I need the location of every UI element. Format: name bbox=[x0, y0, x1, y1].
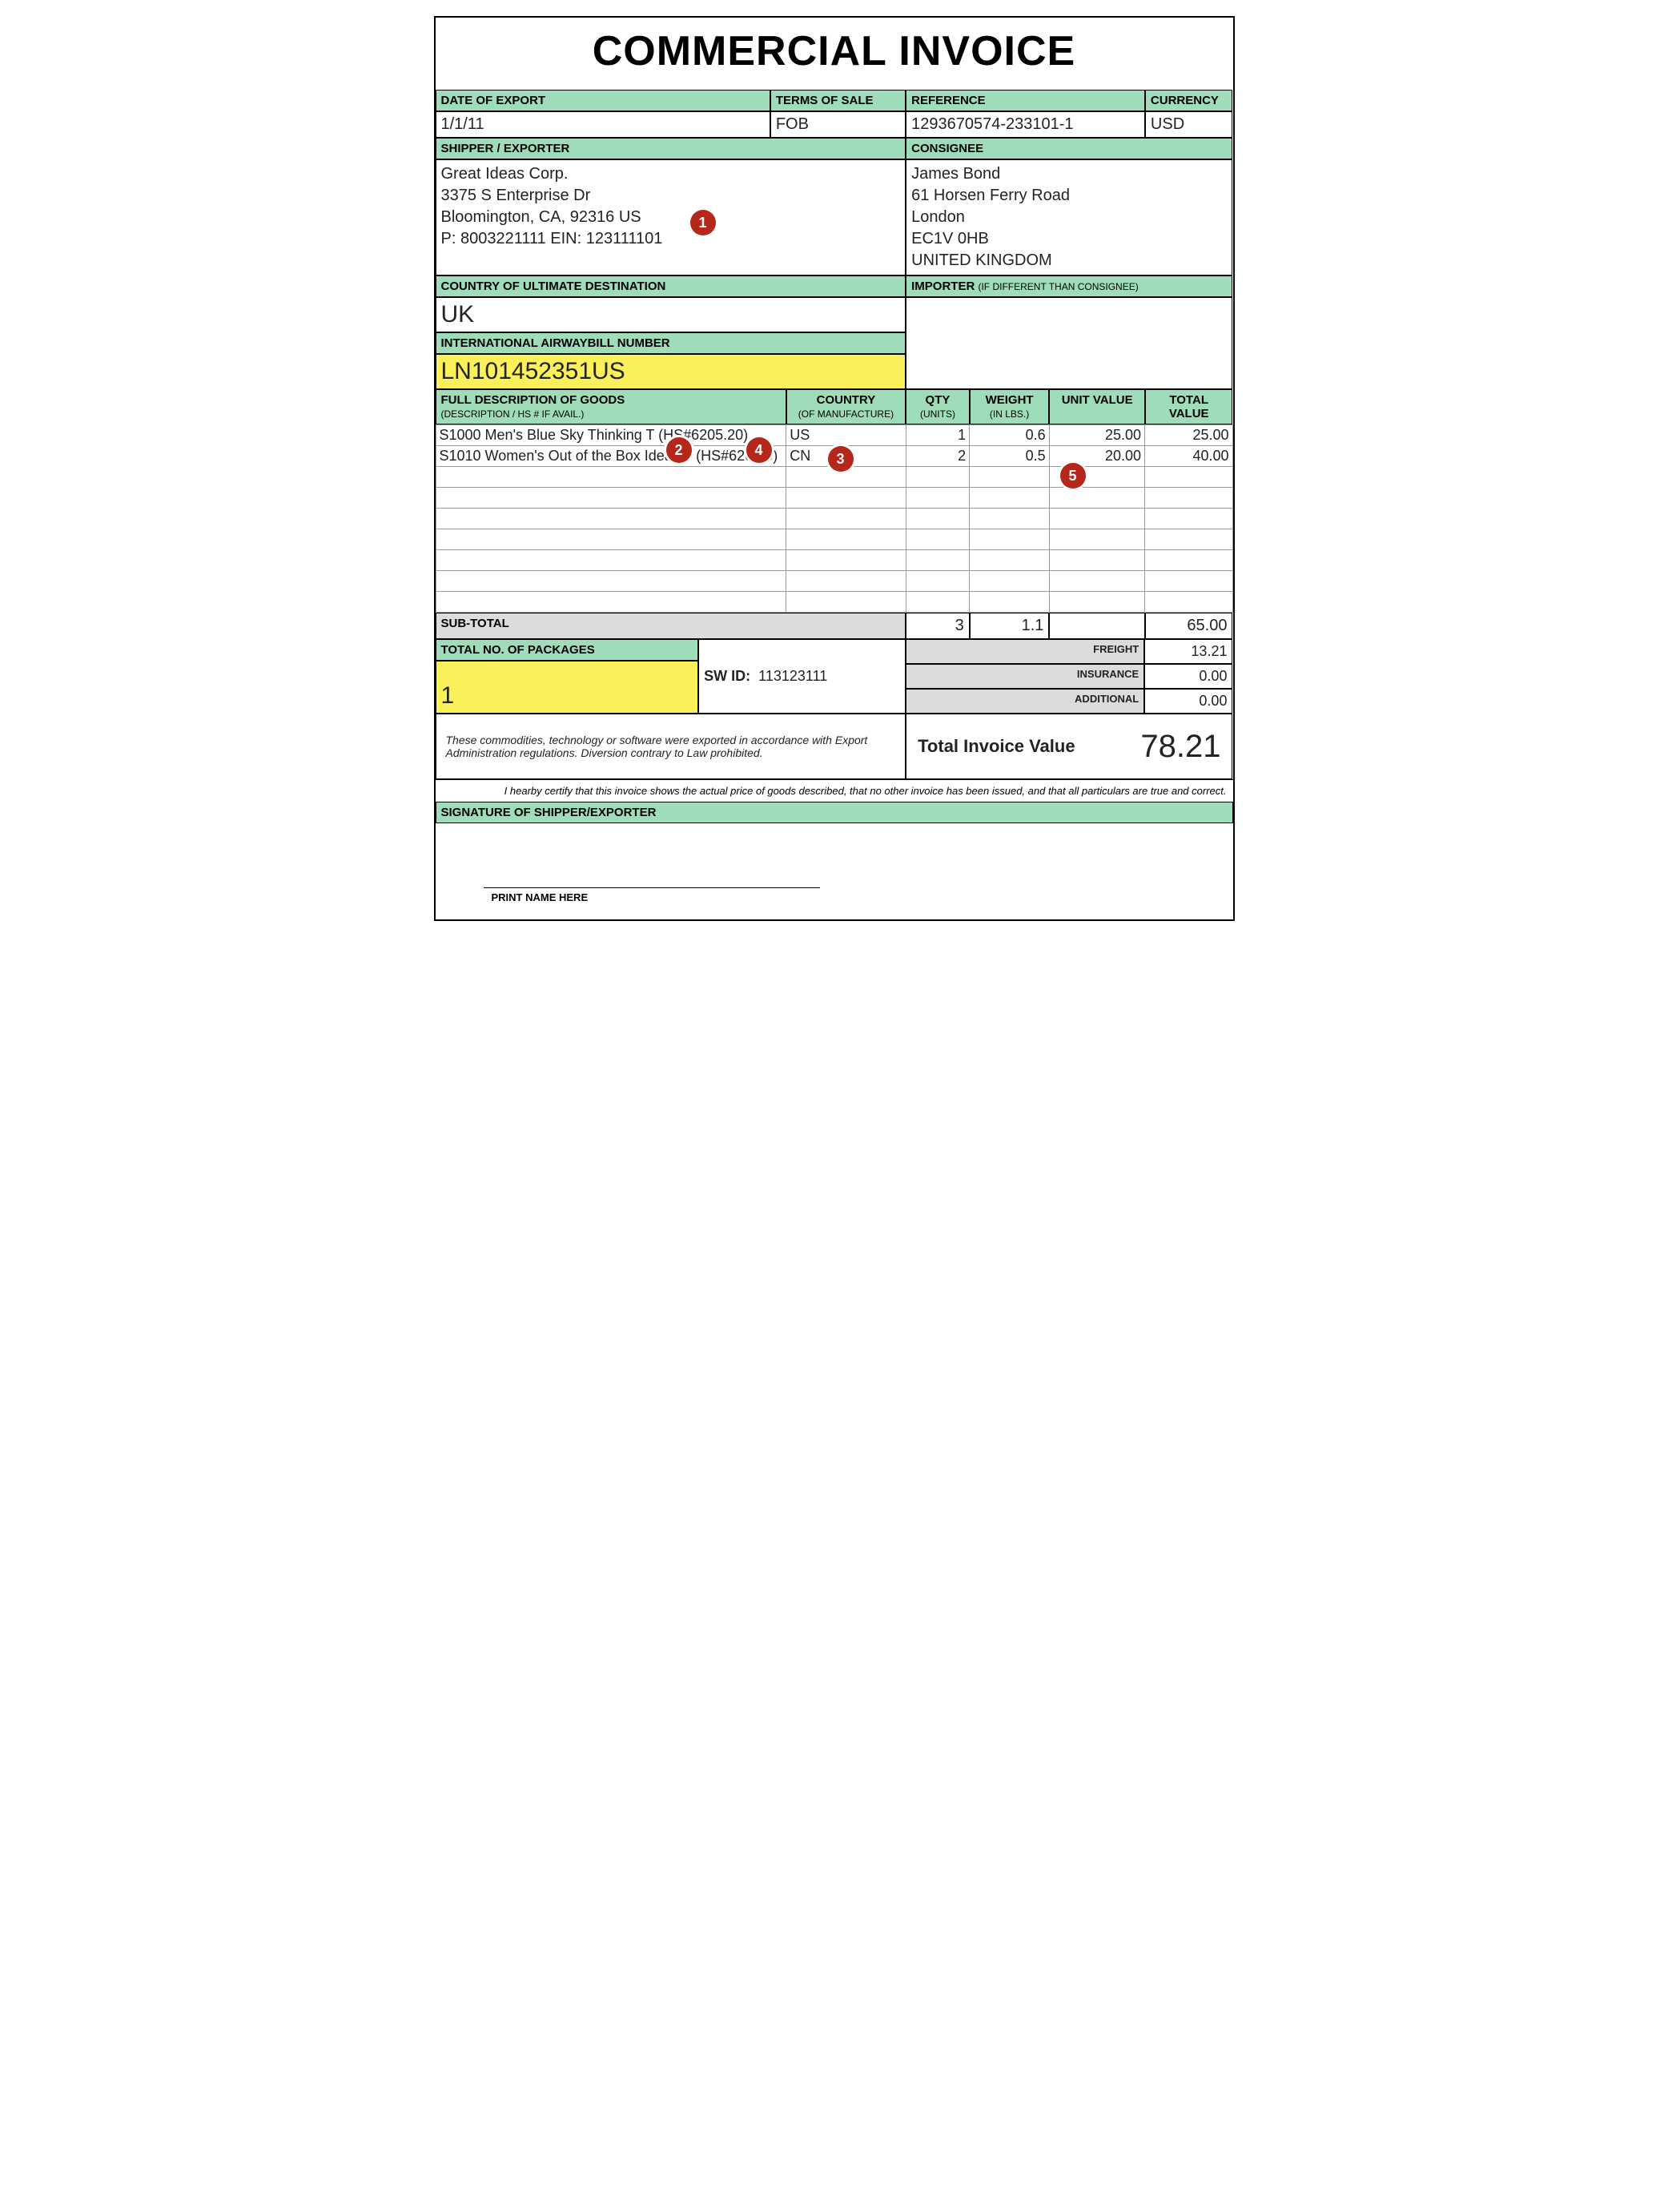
table-row: S1000 Men's Blue Sky Thinking T (HS#6205… bbox=[436, 425, 1232, 446]
col-description: FULL DESCRIPTION OF GOODS (DESCRIPTION /… bbox=[436, 389, 786, 424]
col-qty: QTY (UNITS) bbox=[906, 389, 970, 424]
col-qty-label: QTY bbox=[926, 393, 951, 407]
disclaimer-text: These commodities, technology or softwar… bbox=[436, 714, 906, 779]
sw-id-label: SW ID: bbox=[704, 668, 750, 685]
additional-label: ADDITIONAL bbox=[906, 689, 1144, 714]
col-description-label: FULL DESCRIPTION OF GOODS bbox=[441, 393, 625, 407]
col-unit-value-label: UNIT VALUE bbox=[1062, 393, 1133, 407]
freight-value: 13.21 bbox=[1144, 639, 1232, 664]
annotation-marker-5: 5 bbox=[1060, 463, 1086, 489]
annotation-marker-3: 3 bbox=[828, 446, 854, 472]
table-row-empty bbox=[436, 571, 1232, 592]
date-of-export-value: 1/1/11 bbox=[436, 111, 770, 138]
table-row-empty bbox=[436, 488, 1232, 509]
col-weight: WEIGHT (IN LBS.) bbox=[970, 389, 1050, 424]
subtotal-weight: 1.1 bbox=[970, 613, 1050, 639]
total-invoice: Total Invoice Value 78.21 bbox=[906, 714, 1232, 779]
additional-value: 0.00 bbox=[1144, 689, 1232, 714]
country-dest-value: UK bbox=[436, 297, 906, 332]
col-qty-sub: (UNITS) bbox=[920, 408, 955, 420]
annotation-marker-4: 4 bbox=[746, 437, 772, 463]
col-total-value-label: TOTAL VALUE bbox=[1169, 393, 1209, 420]
col-weight-sub: (IN LBS.) bbox=[990, 408, 1029, 420]
subtotal-qty: 3 bbox=[906, 613, 970, 639]
header-row-2: SHIPPER / EXPORTER CONSIGNEE bbox=[436, 138, 1233, 159]
packages-row: TOTAL NO. OF PACKAGES 1 SW ID: 113123111… bbox=[436, 639, 1233, 714]
subtotal-blank bbox=[1049, 613, 1145, 639]
country-importer-row: UK INTERNATIONAL AIRWAYBILL NUMBER LN101… bbox=[436, 297, 1233, 389]
value-row-1: 1/1/11 FOB 1293670574-233101-1 USD bbox=[436, 111, 1233, 138]
commercial-invoice: COMMERCIAL INVOICE DATE OF EXPORT TERMS … bbox=[434, 16, 1235, 921]
annotation-marker-1: 1 bbox=[690, 210, 716, 235]
col-country-label: COUNTRY bbox=[817, 393, 876, 407]
currency-label: CURRENCY bbox=[1145, 90, 1233, 111]
subtotal-total: 65.00 bbox=[1145, 613, 1233, 639]
shipper-label: SHIPPER / EXPORTER bbox=[436, 138, 906, 159]
currency-value: USD bbox=[1145, 111, 1233, 138]
page-title: COMMERCIAL INVOICE bbox=[436, 18, 1233, 90]
items-header-row: FULL DESCRIPTION OF GOODS (DESCRIPTION /… bbox=[436, 389, 1233, 424]
country-dest-label: COUNTRY OF ULTIMATE DESTINATION bbox=[436, 275, 906, 297]
date-of-export-label: DATE OF EXPORT bbox=[436, 90, 770, 111]
packages-label: TOTAL NO. OF PACKAGES bbox=[436, 639, 699, 661]
insurance-value: 0.00 bbox=[1144, 664, 1232, 689]
col-unit-value: UNIT VALUE bbox=[1049, 389, 1145, 424]
insurance-label: INSURANCE bbox=[906, 664, 1144, 689]
certification-text: I hearby certify that this invoice shows… bbox=[436, 779, 1233, 802]
signature-area: PRINT NAME HERE bbox=[436, 887, 1233, 919]
reference-label: REFERENCE bbox=[906, 90, 1145, 111]
header-row-3: COUNTRY OF ULTIMATE DESTINATION IMPORTER… bbox=[436, 275, 1233, 297]
table-row-empty bbox=[436, 592, 1232, 613]
col-country: COUNTRY (OF MANUFACTURE) bbox=[786, 389, 906, 424]
header-row-1: DATE OF EXPORT TERMS OF SALE REFERENCE C… bbox=[436, 90, 1233, 111]
subtotal-row: SUB-TOTAL 3 1.1 65.00 bbox=[436, 613, 1233, 639]
freight-label: FREIGHT bbox=[906, 639, 1144, 664]
address-row: Great Ideas Corp.3375 S Enterprise DrBlo… bbox=[436, 159, 1233, 275]
airwaybill-label: INTERNATIONAL AIRWAYBILL NUMBER bbox=[436, 332, 906, 354]
total-invoice-value: 78.21 bbox=[1140, 729, 1220, 765]
importer-sublabel: (IF DIFFERENT THAN CONSIGNEE) bbox=[978, 281, 1138, 292]
print-name-label: PRINT NAME HERE bbox=[492, 891, 1233, 919]
total-invoice-label: Total Invoice Value bbox=[918, 736, 1075, 757]
signature-line bbox=[484, 887, 820, 888]
table-row-empty bbox=[436, 529, 1232, 550]
col-description-sub: (DESCRIPTION / HS # IF AVAIL.) bbox=[441, 408, 585, 420]
sw-id: SW ID: 113123111 bbox=[698, 639, 906, 714]
reference-value: 1293670574-233101-1 bbox=[906, 111, 1145, 138]
col-weight-label: WEIGHT bbox=[986, 393, 1034, 407]
sw-id-value: 113123111 bbox=[758, 668, 827, 685]
consignee-label: CONSIGNEE bbox=[906, 138, 1232, 159]
table-row-empty bbox=[436, 550, 1232, 571]
terms-of-sale-label: TERMS OF SALE bbox=[770, 90, 906, 111]
disclaimer-total-row: These commodities, technology or softwar… bbox=[436, 714, 1233, 779]
annotation-marker-2: 2 bbox=[666, 437, 692, 463]
consignee-address: James Bond61 Horsen Ferry RoadLondonEC1V… bbox=[906, 159, 1232, 275]
terms-of-sale-value: FOB bbox=[770, 111, 906, 138]
subtotal-label: SUB-TOTAL bbox=[436, 613, 906, 639]
shipper-address: Great Ideas Corp.3375 S Enterprise DrBlo… bbox=[436, 159, 906, 275]
importer-label: IMPORTER (IF DIFFERENT THAN CONSIGNEE) bbox=[906, 275, 1232, 297]
signature-label: SIGNATURE OF SHIPPER/EXPORTER bbox=[436, 802, 1233, 823]
importer-label-text: IMPORTER bbox=[911, 280, 975, 293]
col-country-sub: (OF MANUFACTURE) bbox=[798, 408, 894, 420]
table-row-empty bbox=[436, 509, 1232, 529]
importer-value bbox=[906, 297, 1232, 389]
packages-value: 1 bbox=[436, 661, 699, 714]
airwaybill-value: LN101452351US bbox=[436, 354, 906, 389]
col-total-value: TOTAL VALUE bbox=[1145, 389, 1233, 424]
